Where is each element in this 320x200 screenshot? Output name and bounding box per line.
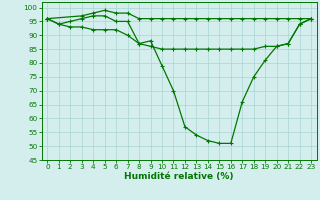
X-axis label: Humidité relative (%): Humidité relative (%) <box>124 172 234 181</box>
